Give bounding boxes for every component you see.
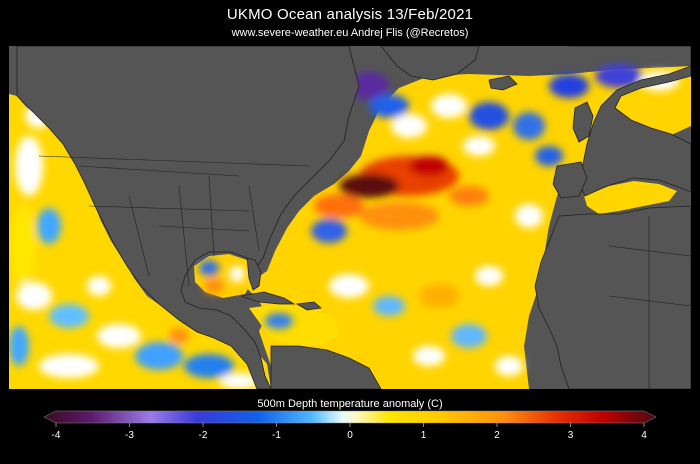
colorbar-tick-label: -2 <box>199 430 208 441</box>
mediterranean-sea <box>584 181 677 214</box>
greenland <box>380 46 480 81</box>
africa <box>534 205 691 389</box>
cuba <box>240 291 296 305</box>
colorbar-tick-label: 2 <box>494 430 500 441</box>
iceland <box>488 75 518 91</box>
gulf-of-mexico <box>194 254 255 298</box>
map-canvas <box>9 46 691 389</box>
colorbar-ticks: -4 -3 -2 -1 0 1 2 3 4 <box>52 423 647 441</box>
florida <box>246 257 262 291</box>
map-credit: www.severe-weather.eu Andrej Flis (@Recr… <box>231 27 469 39</box>
colorbar-tick-label: -4 <box>52 430 61 441</box>
colorbar-tick-label: -1 <box>272 430 281 441</box>
colorbar-tick-label: -3 <box>125 430 134 441</box>
british-isles <box>572 101 594 143</box>
colorbar-tick-label: 1 <box>421 430 427 441</box>
colorbar-bar <box>44 410 656 424</box>
colorbar-tick-label: 0 <box>347 430 353 441</box>
anomaly-map <box>9 46 691 389</box>
colorbar: -4 -3 -2 -1 0 1 2 3 4 <box>44 410 656 441</box>
land-masses <box>16 46 691 389</box>
map-title: UKMO Ocean analysis 13/Feb/2021 <box>226 6 474 23</box>
colorbar-label: 500m Depth temperature anomaly (C) <box>257 398 443 410</box>
north-america <box>16 46 360 389</box>
europe <box>569 46 691 197</box>
iberia <box>552 161 588 199</box>
political-borders <box>38 155 691 389</box>
colorbar-tick-label: 4 <box>641 430 647 441</box>
colorbar-tick-label: 3 <box>568 430 574 441</box>
hispaniola <box>295 301 322 311</box>
atlantic-ocean <box>245 66 691 389</box>
south-america <box>270 345 382 389</box>
